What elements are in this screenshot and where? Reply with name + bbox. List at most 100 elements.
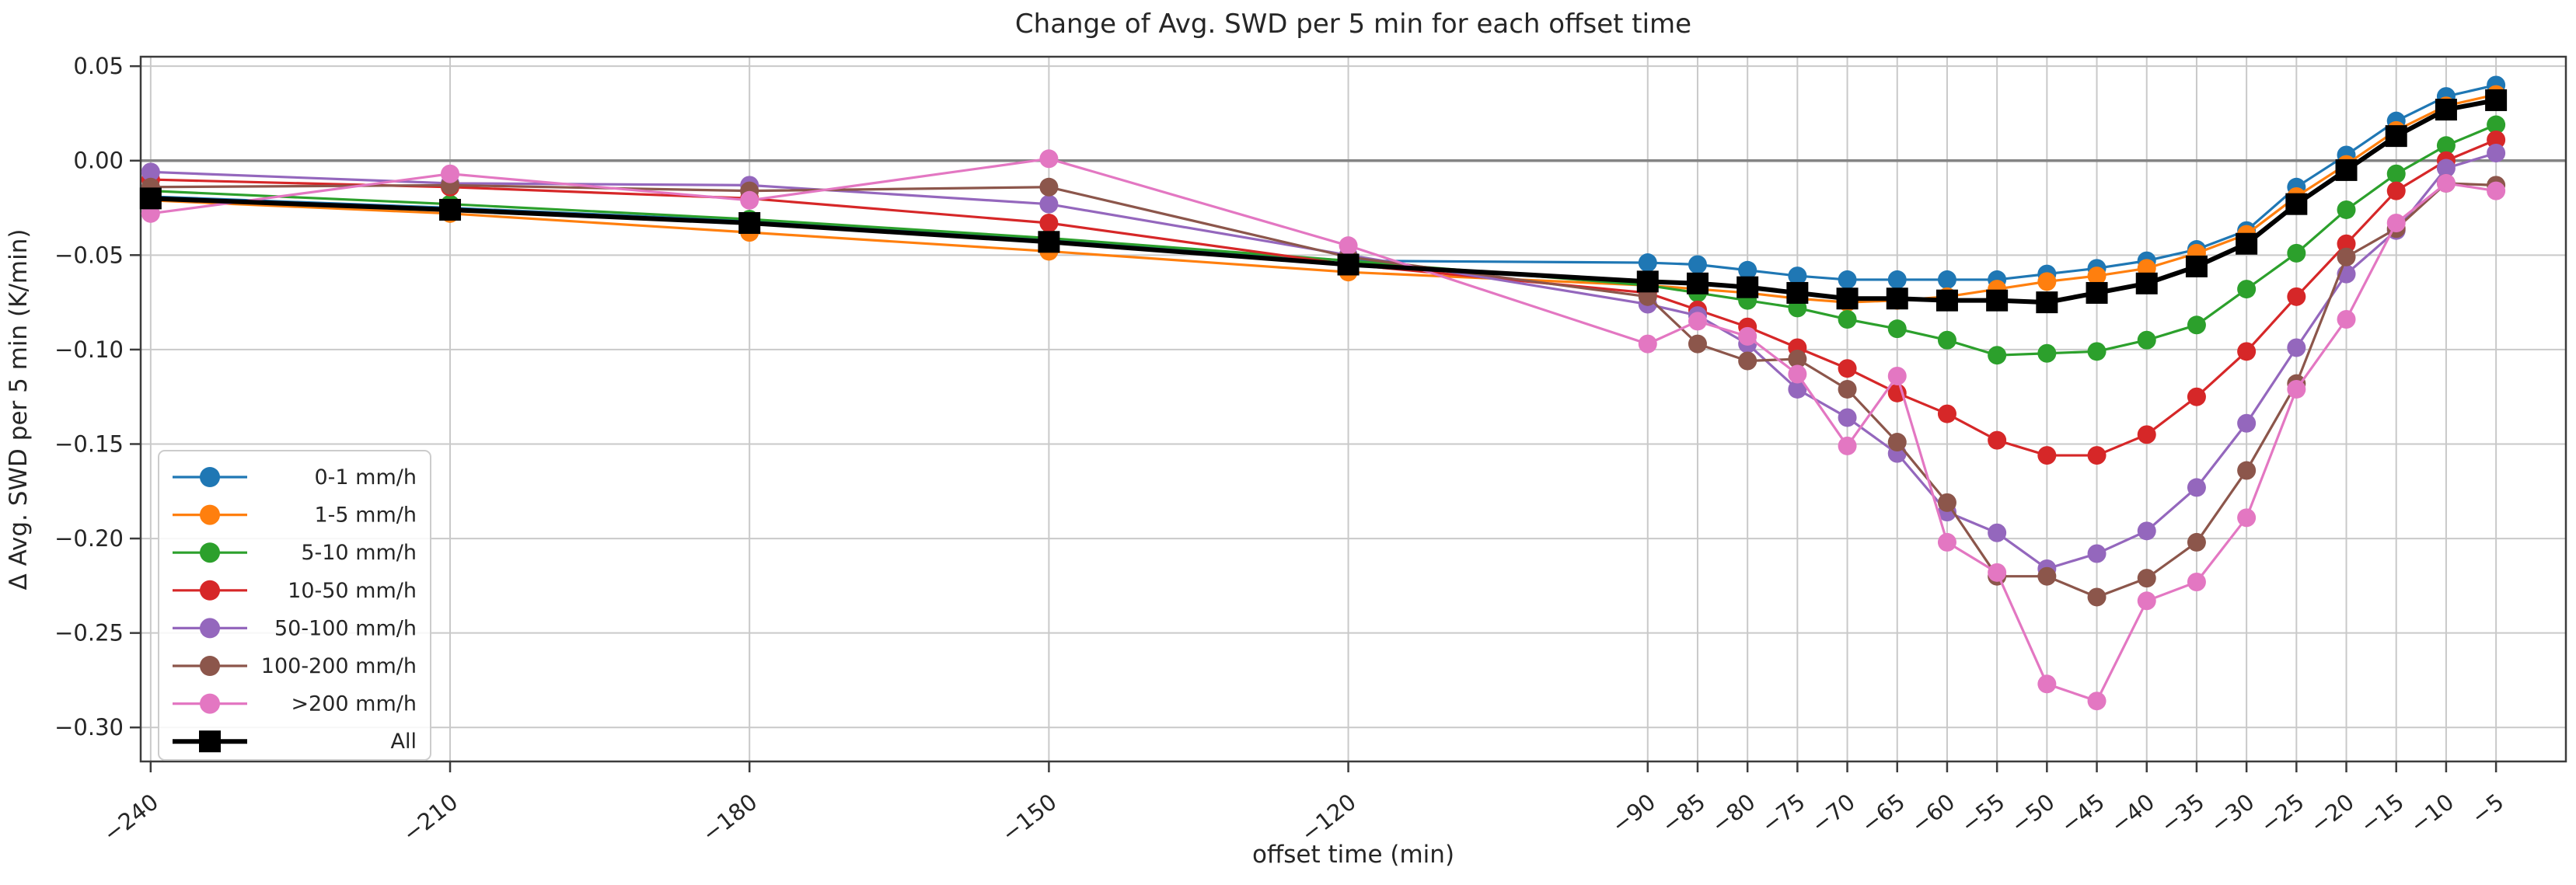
x-axis-label: offset time (min): [1252, 841, 1454, 869]
series-marker: [1786, 281, 1809, 304]
x-tick-label: −15: [2355, 789, 2409, 838]
series-10-50 mm/h: [141, 130, 2506, 465]
chart-title: Change of Avg. SWD per 5 min for each of…: [1015, 9, 1691, 40]
series-marker: [2337, 200, 2356, 219]
series-marker: [1988, 346, 2007, 365]
series-marker: [1935, 289, 1958, 312]
series-marker: [2487, 130, 2506, 149]
series-marker: [2036, 291, 2058, 314]
y-tick-label: −0.05: [54, 242, 124, 268]
series-line: [149, 152, 2497, 570]
x-tick-label: −75: [1757, 789, 1810, 838]
series-marker: [2436, 173, 2456, 193]
legend-marker: [200, 542, 220, 563]
x-tick-label: −55: [1956, 789, 2009, 838]
series-marker: [2137, 569, 2156, 588]
legend-marker: [199, 730, 221, 753]
series-marker: [2237, 280, 2257, 299]
legend-item: 1-5 mm/h: [173, 503, 417, 528]
series-marker: [1738, 326, 1757, 346]
series-marker: [1638, 334, 1657, 354]
x-tick-label: −35: [2155, 789, 2209, 838]
series-marker: [1638, 253, 1657, 273]
series-marker: [2187, 478, 2206, 497]
series-marker: [2037, 674, 2057, 694]
series-marker: [2385, 125, 2407, 148]
legend-label: 100-200 mm/h: [261, 654, 417, 678]
x-tick-label: −180: [697, 789, 763, 848]
legend-label: 0-1 mm/h: [315, 465, 417, 490]
series-marker: [1937, 404, 1956, 423]
series-marker: [2237, 508, 2257, 528]
legend-box: [158, 450, 431, 761]
series-marker: [1039, 213, 1059, 232]
legend-item: 100-200 mm/h: [173, 654, 417, 678]
y-tick-label: −0.20: [54, 525, 124, 552]
series-marker: [2037, 272, 2057, 291]
x-tick-label: −90: [1607, 789, 1660, 838]
x-tick-label: −10: [2405, 789, 2459, 838]
x-tick-label: −50: [2005, 789, 2059, 838]
series-marker: [139, 187, 162, 210]
legend-marker: [200, 656, 220, 676]
x-tick-label: −70: [1806, 789, 1860, 838]
series-marker: [2237, 461, 2257, 480]
x-tick-label: −25: [2255, 789, 2309, 838]
series-marker: [2436, 159, 2456, 178]
series-marker: [2187, 572, 2206, 591]
x-tick-label: −5: [2466, 789, 2509, 830]
series-marker: [1039, 149, 1059, 169]
series-marker: [1937, 532, 1956, 552]
grid: [141, 57, 2566, 761]
x-tick-label: −210: [398, 789, 463, 848]
series->200 mm/h: [141, 149, 2506, 711]
series-marker: [2087, 446, 2107, 465]
series-marker: [1838, 309, 1857, 329]
legend-item: All: [173, 730, 417, 754]
series-marker: [1988, 563, 2007, 582]
legend-label: 1-5 mm/h: [315, 503, 417, 528]
legend: 0-1 mm/h 1-5 mm/h 5-10 mm/h 10-50 mm/h 50-10…: [158, 450, 431, 761]
x-axis: −240 −210 −180 −150 −120 −90−85−80−75−70−65−6…: [98, 761, 2508, 848]
series-marker: [2137, 591, 2156, 611]
series-marker: [2436, 136, 2456, 155]
series-marker: [2087, 692, 2107, 711]
series-marker: [2137, 521, 2156, 541]
series-marker: [2337, 234, 2356, 253]
series-marker: [1686, 272, 1709, 294]
series-marker: [1887, 270, 1907, 289]
y-tick-label: 0.05: [73, 53, 124, 79]
series-marker: [2137, 425, 2156, 444]
x-tick-label: −240: [98, 789, 163, 848]
legend-item: 50-100 mm/h: [173, 616, 417, 640]
legend-item: 10-50 mm/h: [173, 579, 417, 603]
series-marker: [2185, 255, 2208, 277]
y-tick-label: −0.30: [54, 714, 124, 740]
legend-item: 5-10 mm/h: [173, 541, 417, 565]
series-marker: [1886, 287, 1908, 310]
legend-item: 0-1 mm/h: [173, 465, 417, 490]
y-axis-label: Δ Avg. SWD per 5 min (K/min): [5, 229, 33, 591]
series-marker: [1838, 270, 1857, 289]
legend-label: 10-50 mm/h: [288, 579, 417, 603]
series-marker: [2037, 566, 2057, 586]
series-marker: [1788, 379, 1807, 399]
series-marker: [1988, 523, 2007, 542]
series-marker: [2187, 387, 2206, 406]
series-marker: [2386, 181, 2406, 200]
series-marker: [1737, 276, 1759, 298]
x-tick-label: −45: [2056, 789, 2110, 838]
series-marker: [439, 198, 462, 221]
series-marker: [2187, 532, 2206, 552]
series-marker: [2487, 144, 2506, 163]
series-marker: [2386, 164, 2406, 183]
series-marker: [1838, 359, 1857, 378]
series-marker: [2337, 247, 2356, 267]
series-marker: [2135, 272, 2158, 294]
series-marker: [1788, 364, 1807, 384]
series-marker: [1887, 319, 1907, 339]
series-marker: [1838, 436, 1857, 455]
series-marker: [1688, 312, 1707, 331]
y-tick-label: −0.10: [54, 336, 124, 363]
